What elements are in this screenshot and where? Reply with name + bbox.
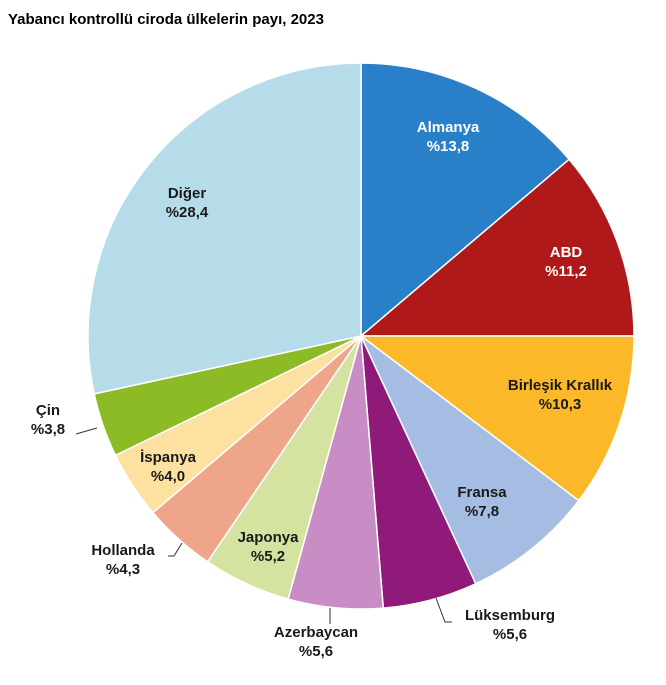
value-label: %3,8 bbox=[31, 421, 65, 438]
slice-label: Azerbaycan bbox=[274, 624, 358, 641]
slice-label: Japonya bbox=[238, 529, 300, 546]
slice-label: Diğer bbox=[168, 185, 207, 202]
leader-line bbox=[75, 427, 98, 435]
value-label: %10,3 bbox=[539, 396, 582, 413]
leader-line bbox=[168, 542, 183, 557]
value-label: %5,6 bbox=[299, 643, 333, 660]
value-label: %4,3 bbox=[106, 561, 140, 578]
pie-slice bbox=[358, 335, 635, 502]
slice-label: Birleşik Krallık bbox=[508, 377, 613, 394]
value-label: %7,8 bbox=[465, 503, 499, 520]
slice-label: Hollanda bbox=[91, 542, 155, 559]
leader-line bbox=[435, 597, 452, 623]
slice-label: Çin bbox=[36, 402, 60, 419]
value-label: %5,2 bbox=[251, 548, 285, 565]
value-label: %28,4 bbox=[166, 204, 209, 221]
slice-label: Almanya bbox=[417, 119, 480, 136]
pie-slice bbox=[87, 62, 362, 395]
chart-title: Yabancı kontrollü ciroda ülkelerin payı,… bbox=[8, 11, 324, 28]
pie-slice bbox=[360, 62, 571, 338]
slice-label: Lüksemburg bbox=[465, 607, 555, 624]
slice-label: Fransa bbox=[457, 484, 507, 501]
value-label: %11,2 bbox=[545, 263, 587, 280]
value-label: %4,0 bbox=[151, 468, 185, 485]
pie-slice bbox=[358, 158, 635, 337]
slice-label: İspanya bbox=[140, 449, 197, 466]
pie-slice bbox=[360, 335, 580, 585]
value-label: %13,8 bbox=[427, 138, 470, 155]
value-label: %5,6 bbox=[493, 626, 527, 643]
slice-label: ABD bbox=[550, 244, 583, 261]
